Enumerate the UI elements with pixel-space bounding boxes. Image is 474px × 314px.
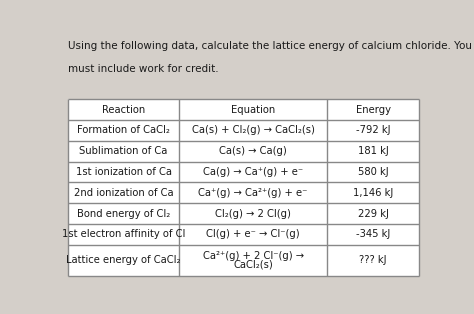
Text: CaCl₂(s): CaCl₂(s) bbox=[233, 260, 273, 270]
Text: Cl₂(g) → 2 Cl(g): Cl₂(g) → 2 Cl(g) bbox=[215, 208, 291, 219]
Text: Ca(g) → Ca⁺(g) + e⁻: Ca(g) → Ca⁺(g) + e⁻ bbox=[203, 167, 303, 177]
Text: must include work for credit.: must include work for credit. bbox=[68, 64, 219, 74]
Text: 1st ionization of Ca: 1st ionization of Ca bbox=[75, 167, 172, 177]
Text: Cl(g) + e⁻ → Cl⁻(g): Cl(g) + e⁻ → Cl⁻(g) bbox=[206, 229, 300, 239]
Text: Lattice energy of CaCl₂: Lattice energy of CaCl₂ bbox=[66, 255, 181, 265]
Text: Using the following data, calculate the lattice energy of calcium chloride. You: Using the following data, calculate the … bbox=[68, 41, 473, 51]
Bar bbox=[68, 99, 419, 276]
Text: Ca²⁺(g) + 2 Cl⁻(g) →: Ca²⁺(g) + 2 Cl⁻(g) → bbox=[202, 251, 304, 261]
Text: Energy: Energy bbox=[356, 105, 391, 115]
Text: Formation of CaCl₂: Formation of CaCl₂ bbox=[77, 126, 170, 135]
Text: 229 kJ: 229 kJ bbox=[357, 208, 389, 219]
Text: Ca⁺(g) → Ca²⁺(g) + e⁻: Ca⁺(g) → Ca²⁺(g) + e⁻ bbox=[199, 188, 308, 198]
Text: Reaction: Reaction bbox=[102, 105, 145, 115]
Text: -792 kJ: -792 kJ bbox=[356, 126, 390, 135]
Text: Ca(s) → Ca(g): Ca(s) → Ca(g) bbox=[219, 146, 287, 156]
Text: 2nd ionization of Ca: 2nd ionization of Ca bbox=[74, 188, 173, 198]
Text: 1st electron affinity of Cl: 1st electron affinity of Cl bbox=[62, 229, 185, 239]
Text: 181 kJ: 181 kJ bbox=[357, 146, 388, 156]
Text: Sublimation of Ca: Sublimation of Ca bbox=[79, 146, 168, 156]
Text: 580 kJ: 580 kJ bbox=[358, 167, 388, 177]
Text: ??? kJ: ??? kJ bbox=[359, 255, 387, 265]
Text: Equation: Equation bbox=[231, 105, 275, 115]
Text: 1,146 kJ: 1,146 kJ bbox=[353, 188, 393, 198]
Text: Bond energy of Cl₂: Bond energy of Cl₂ bbox=[77, 208, 170, 219]
Text: Ca(s) + Cl₂(g) → CaCl₂(s): Ca(s) + Cl₂(g) → CaCl₂(s) bbox=[191, 126, 315, 135]
Text: -345 kJ: -345 kJ bbox=[356, 229, 390, 239]
